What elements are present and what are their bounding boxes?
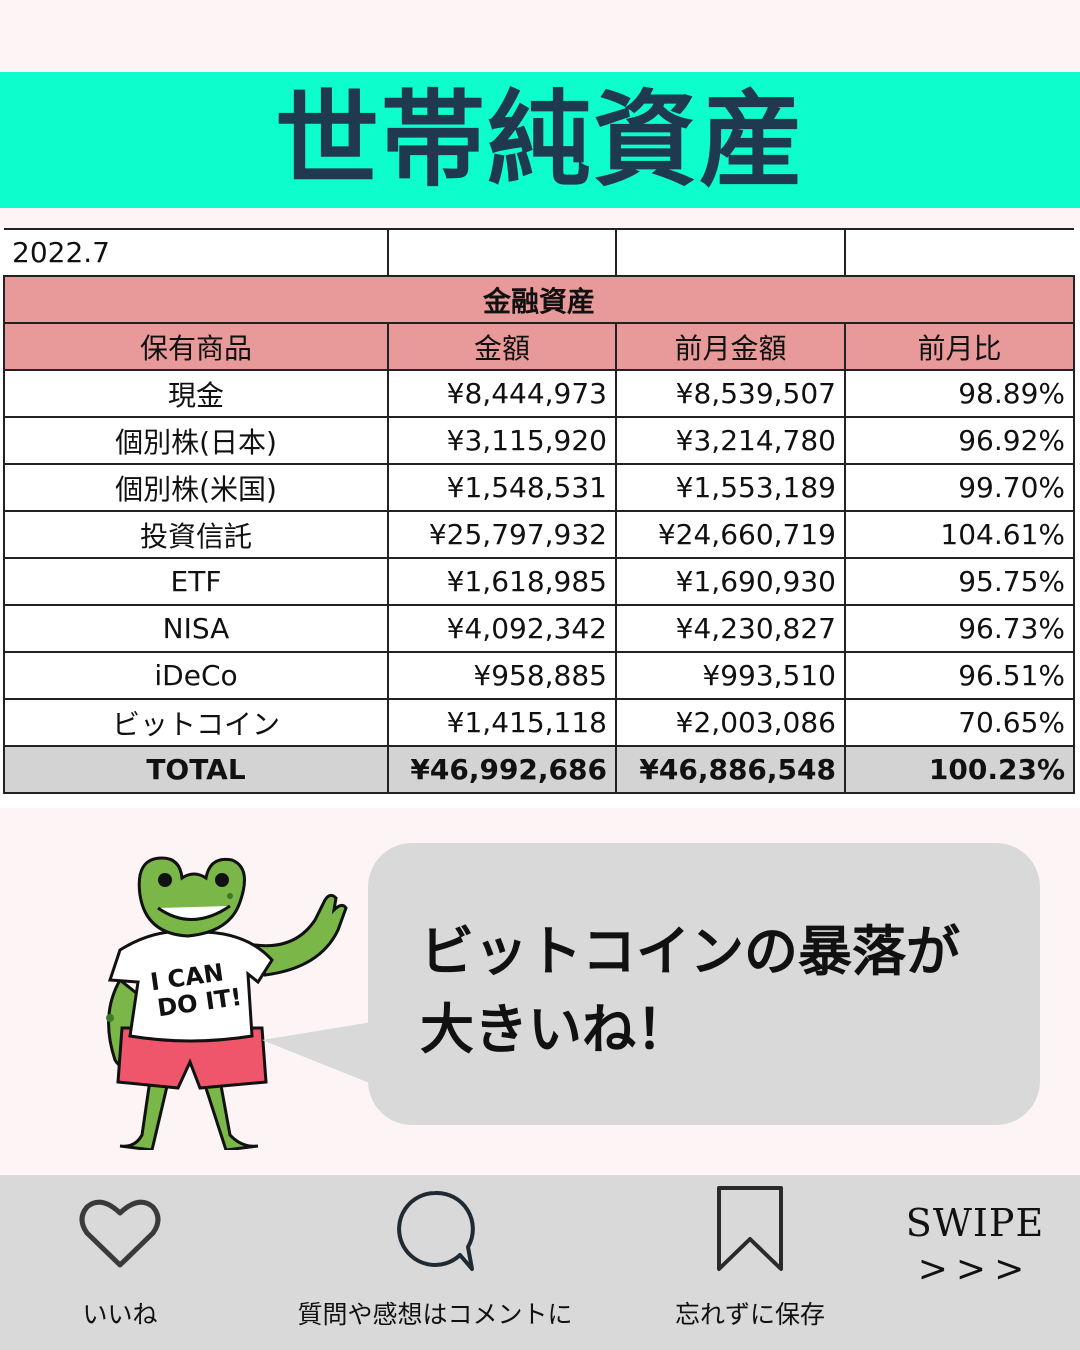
header-prev-amount: 前月金額	[615, 322, 846, 371]
date-cell: 2022.7	[4, 228, 389, 277]
like-label: いいね	[82, 1300, 158, 1329]
date-row: 2022.7	[4, 228, 1074, 277]
title-banner: 世帯純資産	[0, 72, 1080, 208]
ratio-cell: 104.61%	[844, 510, 1075, 559]
total-prev-amount: ¥46,886,548	[615, 745, 846, 794]
spreadsheet: 2022.7 金融資産 保有商品 金額 前月金額 前月比 現金 ¥8,444,9…	[0, 228, 1080, 808]
product-cell: 投資信託	[3, 510, 389, 559]
bubble-text: ビットコインの暴落が 大きいね！	[420, 913, 960, 1069]
table-row: 個別株(日本) ¥3,115,920 ¥3,214,780 96.92%	[3, 416, 1075, 465]
ratio-cell: 96.51%	[844, 651, 1075, 700]
header-product: 保有商品	[3, 322, 389, 371]
product-cell: ETF	[3, 557, 389, 606]
bubble-line-2: 大きいね！	[420, 998, 690, 1061]
empty-cell	[615, 228, 846, 277]
ratio-cell: 98.89%	[844, 369, 1075, 418]
total-label: TOTAL	[3, 745, 389, 794]
asset-table: 2022.7 金融資産 保有商品 金額 前月金額 前月比 現金 ¥8,444,9…	[3, 228, 1075, 794]
prev-amount-cell: ¥993,510	[615, 651, 846, 700]
ratio-cell: 96.73%	[844, 604, 1075, 653]
amount-cell: ¥4,092,342	[387, 604, 617, 653]
ratio-cell: 70.65%	[844, 698, 1075, 747]
swipe-arrows: >>>	[917, 1249, 1033, 1290]
section-title: 金融資産	[3, 275, 1075, 324]
total-row: TOTAL ¥46,992,686 ¥46,886,548 100.23%	[3, 745, 1075, 794]
prev-amount-cell: ¥3,214,780	[615, 416, 846, 465]
total-ratio: 100.23%	[844, 745, 1075, 794]
total-amount: ¥46,992,686	[387, 745, 617, 794]
like-button[interactable]: いいね	[60, 1197, 180, 1331]
prev-amount-cell: ¥2,003,086	[615, 698, 846, 747]
header-row: 保有商品 金額 前月金額 前月比	[3, 322, 1075, 371]
swipe-label: SWIPE	[905, 1201, 1045, 1245]
speech-bubble-tail	[262, 1022, 372, 1084]
amount-cell: ¥3,115,920	[387, 416, 617, 465]
prev-amount-cell: ¥4,230,827	[615, 604, 846, 653]
table-row: 現金 ¥8,444,973 ¥8,539,507 98.89%	[3, 369, 1075, 418]
prev-amount-cell: ¥1,690,930	[615, 557, 846, 606]
save-label: 忘れずに保存	[674, 1300, 825, 1329]
product-cell: 個別株(日本)	[3, 416, 389, 465]
header-amount: 金額	[387, 322, 617, 371]
page-title: 世帯純資産	[274, 79, 805, 201]
amount-cell: ¥1,415,118	[387, 698, 617, 747]
frog-mascot-icon: I CAN DO IT!	[106, 856, 348, 1150]
table-row: iDeCo ¥958,885 ¥993,510 96.51%	[3, 651, 1075, 700]
ratio-cell: 95.75%	[844, 557, 1075, 606]
amount-cell: ¥1,618,985	[387, 557, 617, 606]
ratio-cell: 99.70%	[844, 463, 1075, 512]
prev-amount-cell: ¥24,660,719	[615, 510, 846, 559]
heart-icon	[79, 1199, 161, 1268]
ratio-cell: 96.92%	[844, 416, 1075, 465]
product-cell: NISA	[3, 604, 389, 653]
amount-cell: ¥958,885	[387, 651, 617, 700]
amount-cell: ¥25,797,932	[387, 510, 617, 559]
swipe-hint[interactable]: SWIPE >>>	[900, 1201, 1050, 1290]
bookmark-icon	[717, 1186, 783, 1271]
product-cell: 現金	[3, 369, 389, 418]
amount-cell: ¥8,444,973	[387, 369, 617, 418]
comment-label: 質問や感想はコメントに	[297, 1300, 573, 1329]
product-cell: ビットコイン	[3, 698, 389, 747]
table-row: ETF ¥1,618,985 ¥1,690,930 95.75%	[3, 557, 1075, 606]
comment-button[interactable]: 質問や感想はコメントに	[280, 1189, 590, 1331]
empty-cell	[387, 228, 617, 277]
table-row: NISA ¥4,092,342 ¥4,230,827 96.73%	[3, 604, 1075, 653]
footer-bar: いいね 質問や感想はコメントに 忘れずに保存 SWIPE >>>	[0, 1175, 1080, 1350]
table-row: 個別株(米国) ¥1,548,531 ¥1,553,189 99.70%	[3, 463, 1075, 512]
amount-cell: ¥1,548,531	[387, 463, 617, 512]
speech-bubble: ビットコインの暴落が 大きいね！	[368, 843, 1040, 1125]
comment-icon	[397, 1190, 475, 1271]
bubble-line-1: ビットコインの暴落が	[420, 920, 960, 983]
prev-amount-cell: ¥1,553,189	[615, 463, 846, 512]
header-ratio: 前月比	[844, 322, 1075, 371]
save-button[interactable]: 忘れずに保存	[660, 1185, 840, 1331]
product-cell: iDeCo	[3, 651, 389, 700]
product-cell: 個別株(米国)	[3, 463, 389, 512]
table-row: ビットコイン ¥1,415,118 ¥2,003,086 70.65%	[3, 698, 1075, 747]
prev-amount-cell: ¥8,539,507	[615, 369, 846, 418]
section-row: 金融資産	[3, 275, 1075, 324]
table-row: 投資信託 ¥25,797,932 ¥24,660,719 104.61%	[3, 510, 1075, 559]
empty-cell	[844, 228, 1074, 277]
